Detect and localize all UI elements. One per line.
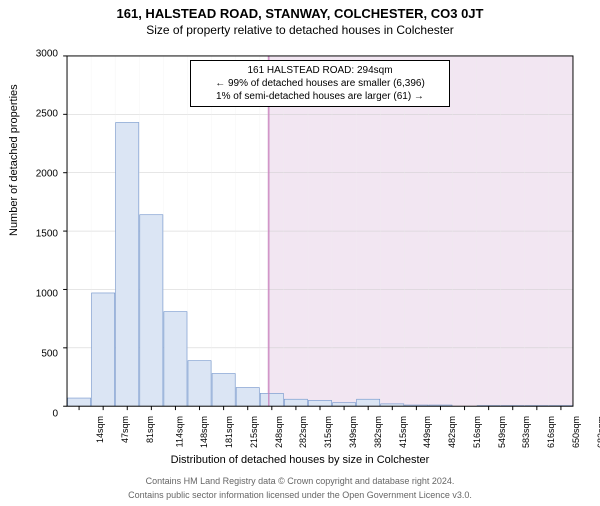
annotation-box: 161 HALSTEAD ROAD: 294sqm ← 99% of detac… xyxy=(190,60,450,107)
y-tick-label: 2000 xyxy=(24,169,58,180)
x-tick-label: 449sqm xyxy=(422,416,432,448)
y-tick-label: 3000 xyxy=(24,49,58,60)
annotation-line-2: ← 99% of detached houses are smaller (6,… xyxy=(197,77,443,90)
histogram-bar xyxy=(116,122,139,406)
y-axis-label: Number of detached properties xyxy=(8,84,20,236)
histogram-bar xyxy=(333,403,356,407)
y-tick-label: 2500 xyxy=(24,109,58,120)
y-tick-label: 1000 xyxy=(24,289,58,300)
histogram-bar xyxy=(357,399,380,406)
x-tick-label: 549sqm xyxy=(497,416,507,448)
x-tick-label: 81sqm xyxy=(145,416,155,443)
histogram-plot xyxy=(60,54,580,414)
y-axis-ticks: 050010001500200025003000 xyxy=(24,54,58,414)
x-tick-label: 148sqm xyxy=(199,416,209,448)
histogram-bar xyxy=(308,400,331,406)
x-tick-label: 683sqm xyxy=(596,416,600,448)
x-tick-label: 650sqm xyxy=(571,416,581,448)
footer-line-2: Contains public sector information licen… xyxy=(0,490,600,500)
histogram-bar xyxy=(212,374,235,407)
x-tick-label: 215sqm xyxy=(249,416,259,448)
x-tick-label: 248sqm xyxy=(274,416,284,448)
histogram-bar xyxy=(188,361,211,407)
x-tick-label: 181sqm xyxy=(224,416,234,448)
x-tick-label: 114sqm xyxy=(174,416,184,447)
footer-line-1: Contains HM Land Registry data © Crown c… xyxy=(0,476,600,486)
y-tick-label: 1500 xyxy=(24,229,58,240)
x-tick-label: 14sqm xyxy=(95,416,105,443)
x-tick-label: 315sqm xyxy=(323,416,333,448)
x-tick-label: 616sqm xyxy=(546,416,556,448)
histogram-bar xyxy=(164,312,187,407)
annotation-line-1: 161 HALSTEAD ROAD: 294sqm xyxy=(197,64,443,77)
x-tick-label: 349sqm xyxy=(348,416,358,448)
x-tick-label: 516sqm xyxy=(472,416,482,448)
histogram-bar xyxy=(68,398,91,406)
chart-area xyxy=(60,54,580,414)
page-title-2: Size of property relative to detached ho… xyxy=(0,23,600,37)
x-tick-label: 47sqm xyxy=(120,416,130,443)
histogram-bar xyxy=(140,215,163,406)
x-tick-label: 482sqm xyxy=(447,416,457,448)
histogram-bar xyxy=(260,393,283,406)
histogram-bar xyxy=(236,388,259,407)
x-tick-label: 282sqm xyxy=(299,416,309,448)
annotation-line-3: 1% of semi-detached houses are larger (6… xyxy=(197,90,443,103)
page-title-1: 161, HALSTEAD ROAD, STANWAY, COLCHESTER,… xyxy=(0,6,600,21)
x-tick-label: 583sqm xyxy=(521,416,531,448)
x-axis-label: Distribution of detached houses by size … xyxy=(0,454,600,466)
y-tick-label: 500 xyxy=(24,349,58,360)
y-tick-label: 0 xyxy=(24,409,58,420)
histogram-bar xyxy=(92,293,115,406)
x-tick-label: 382sqm xyxy=(373,416,383,448)
x-tick-label: 415sqm xyxy=(398,416,408,448)
histogram-bar xyxy=(284,399,307,406)
